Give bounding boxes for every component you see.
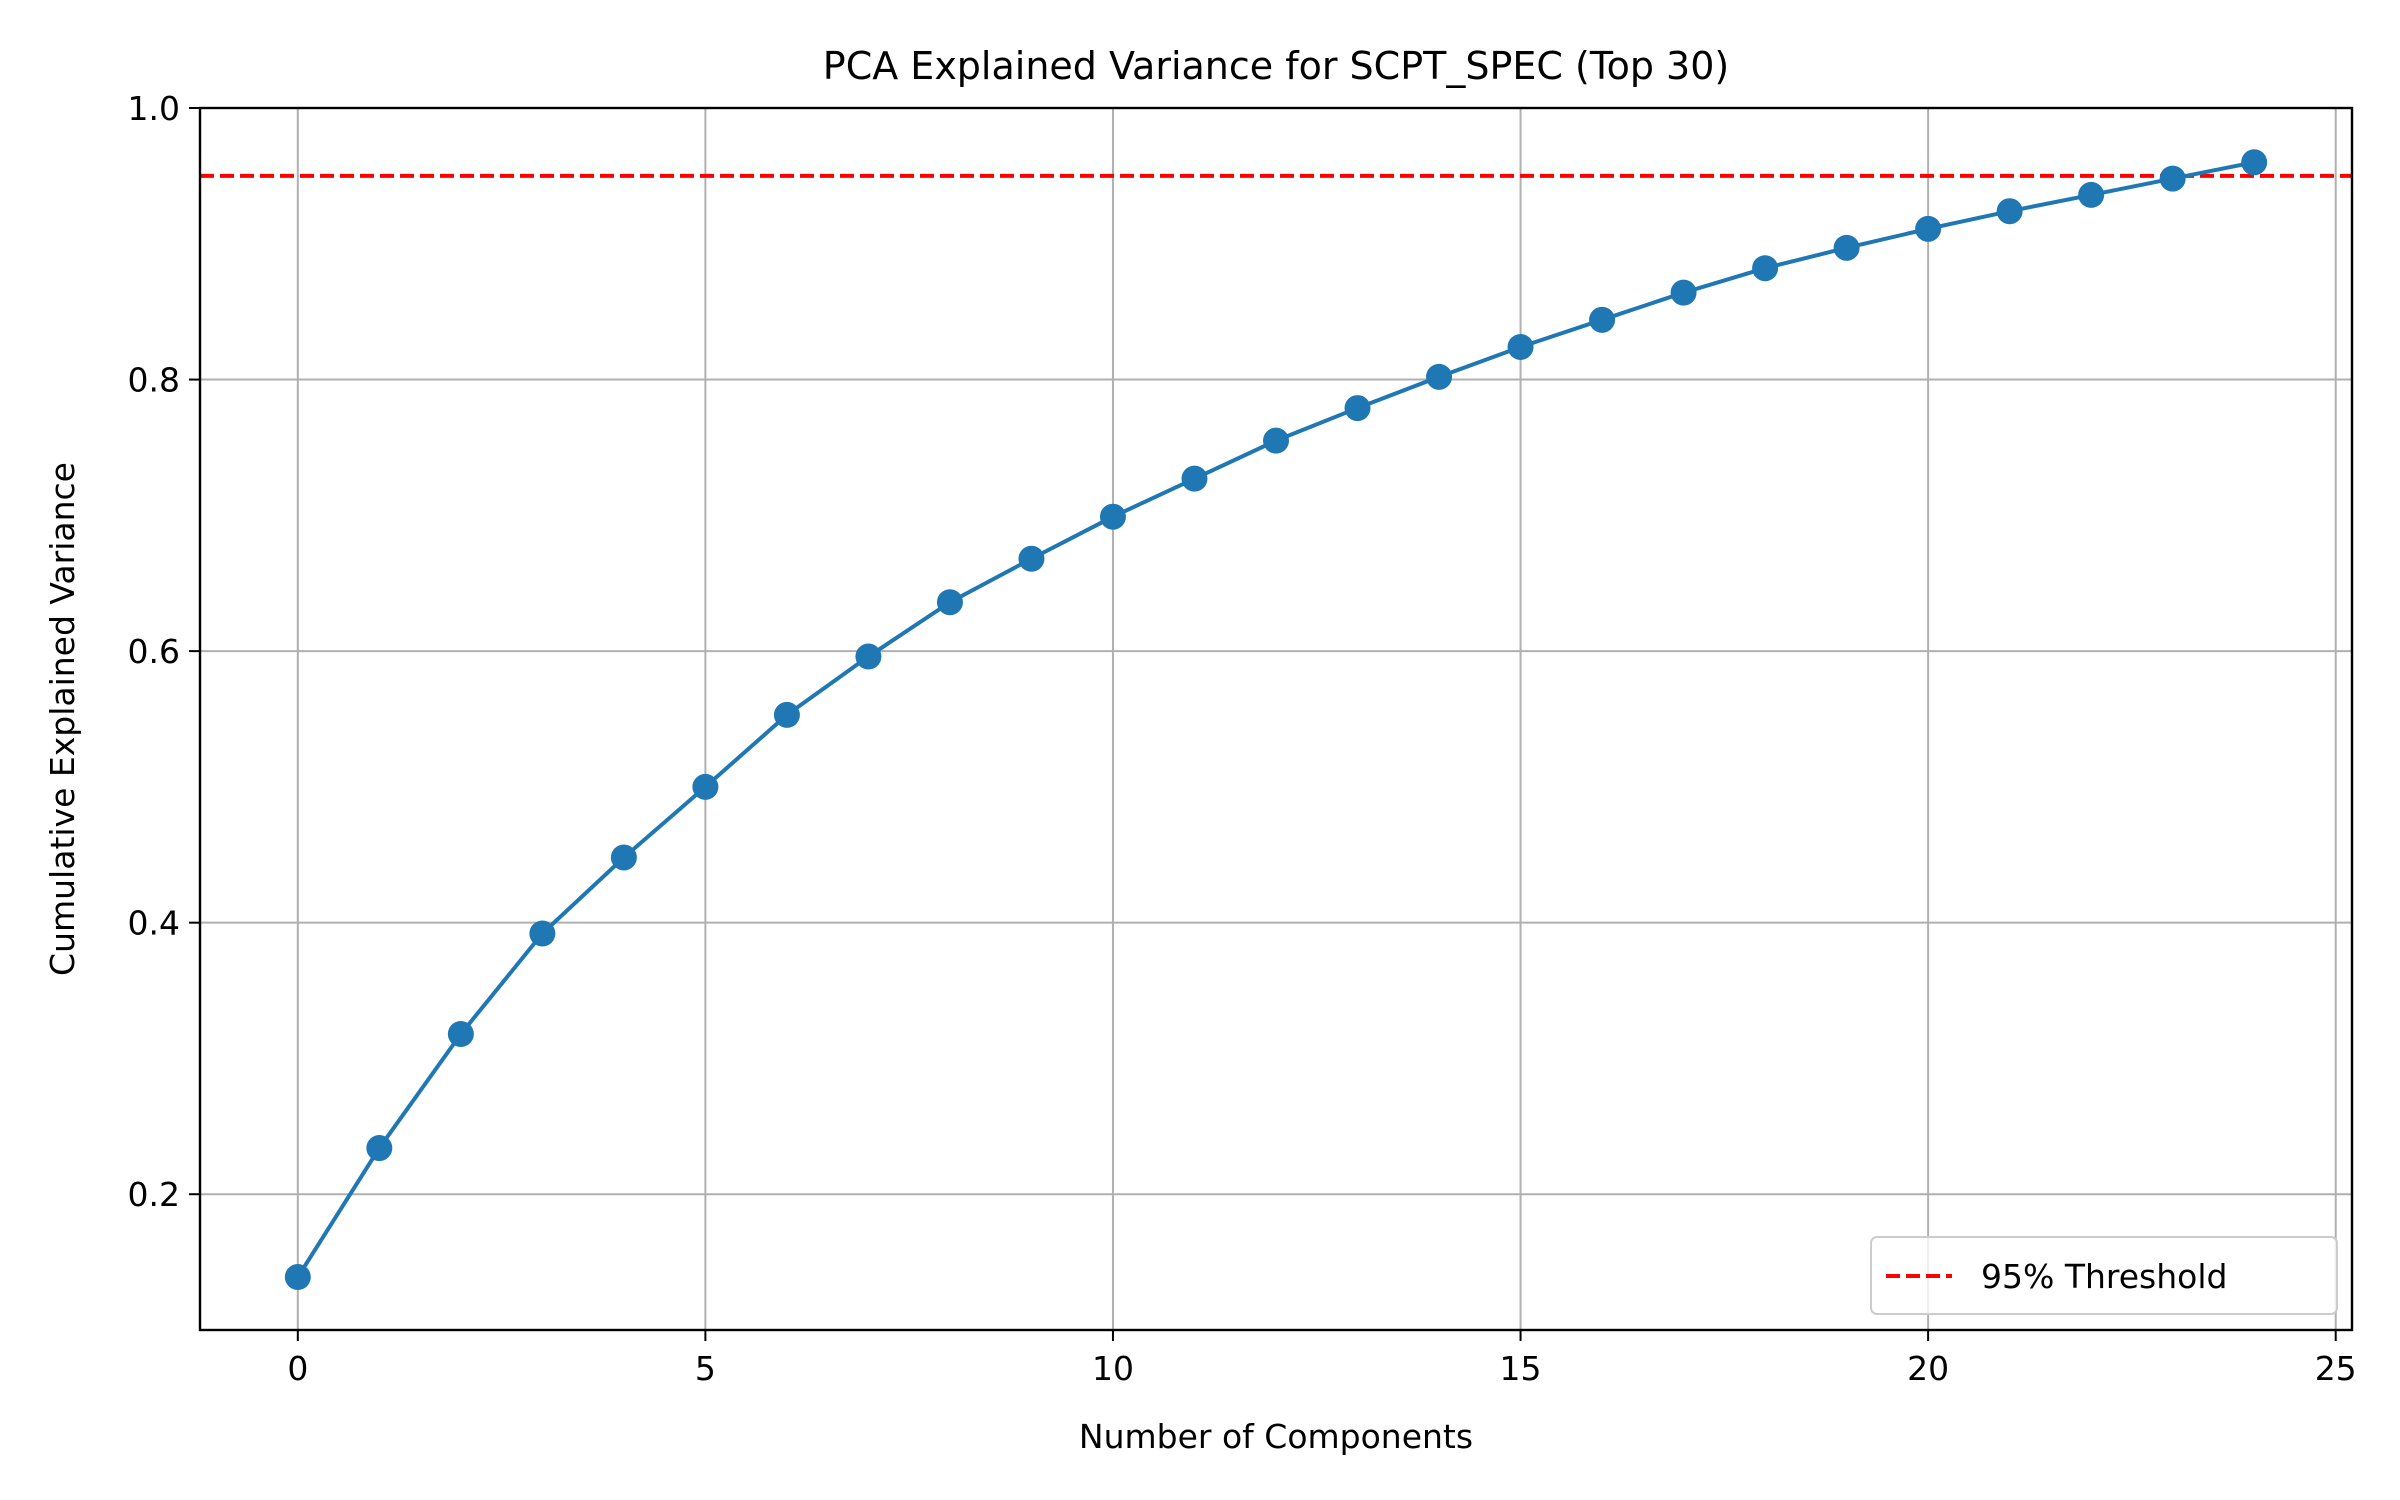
y-tick-label: 0.6: [128, 632, 180, 671]
data-point: [855, 643, 882, 670]
data-point: [1833, 234, 1860, 261]
y-tick-label: 0.8: [128, 361, 180, 400]
data-point: [1589, 306, 1616, 333]
data-point: [1099, 503, 1126, 530]
data-point: [1752, 255, 1779, 282]
x-tick-label: 20: [1907, 1349, 1949, 1388]
y-axis-label: Cumulative Explained Variance: [43, 462, 82, 976]
x-axis-label: Number of Components: [1079, 1417, 1473, 1456]
data-point: [447, 1021, 474, 1048]
data-point: [2241, 149, 2268, 176]
x-tick-label: 0: [287, 1349, 308, 1388]
x-tick-label: 5: [695, 1349, 716, 1388]
data-point: [610, 844, 637, 871]
data-point: [773, 701, 800, 728]
data-series: [284, 149, 2268, 1291]
y-tick-label: 0.2: [128, 1175, 180, 1214]
y-tick-label: 1.0: [128, 89, 180, 128]
legend: 95% Threshold: [1870, 1236, 2338, 1315]
chart-title: PCA Explained Variance for SCPT_SPEC (To…: [823, 44, 1729, 88]
legend-threshold-label: 95% Threshold: [1981, 1257, 2227, 1296]
data-point: [2159, 165, 2186, 192]
data-point: [936, 589, 963, 616]
data-point: [1263, 427, 1289, 454]
data-point: [284, 1264, 311, 1291]
data-point: [1344, 395, 1371, 422]
data-point: [366, 1135, 393, 1162]
x-tick-label: 10: [1092, 1349, 1134, 1388]
x-tick-label: 15: [1500, 1349, 1542, 1388]
data-point: [2078, 181, 2105, 208]
x-axis-ticks: 0 5 10 15 20 25: [287, 1330, 2357, 1388]
plot-area-frame: [198, 106, 2354, 1332]
data-point: [1996, 198, 2023, 225]
data-point: [1670, 279, 1697, 306]
data-point: [1181, 465, 1208, 492]
y-axis-ticks: 0.2 0.4 0.6 0.8 1.0: [128, 89, 200, 1214]
y-tick-label: 0.4: [128, 904, 180, 943]
data-point: [692, 773, 719, 800]
data-point: [1507, 333, 1534, 360]
data-point: [1915, 215, 1942, 242]
data-point: [1426, 363, 1453, 390]
data-point: [1018, 545, 1045, 572]
legend-box: [1870, 1236, 2338, 1315]
x-tick-label: 25: [2315, 1349, 2357, 1388]
data-point: [529, 920, 556, 947]
